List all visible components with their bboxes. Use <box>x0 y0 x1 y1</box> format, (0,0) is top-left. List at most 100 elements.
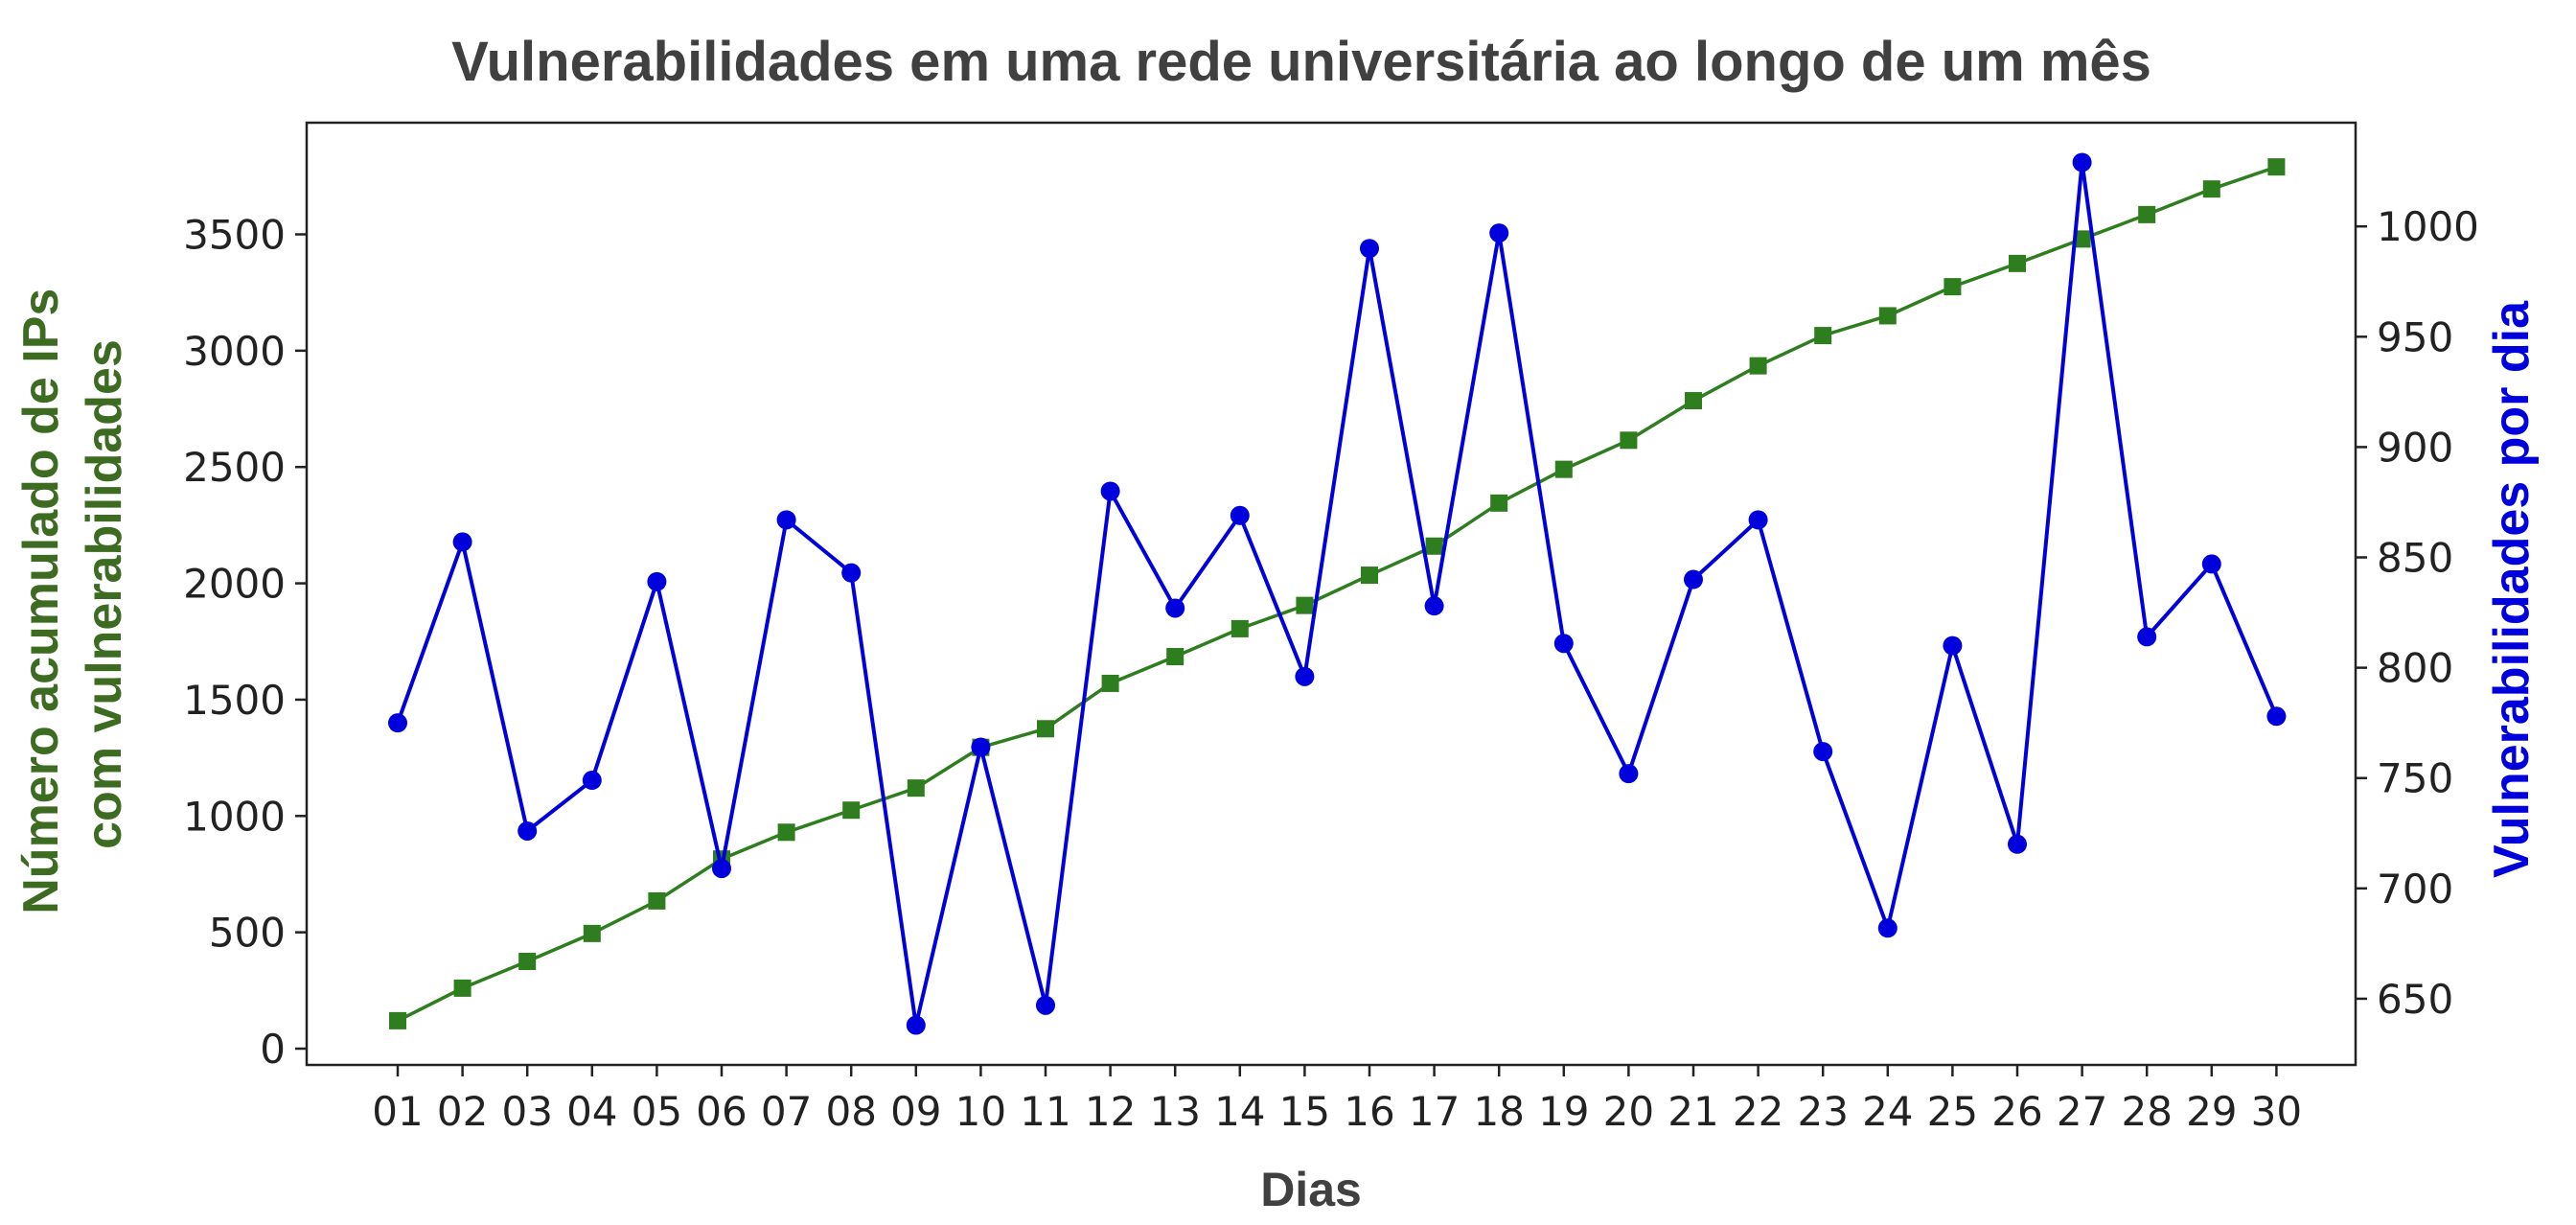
x-tick-label: 06 <box>696 1088 747 1135</box>
x-tick-label: 22 <box>1733 1088 1783 1135</box>
daily-vulnerabilities-point <box>776 510 796 530</box>
cumulative-ips-point <box>1620 431 1638 450</box>
cumulative-ips-point <box>1749 357 1767 375</box>
x-tick-label: 15 <box>1279 1088 1330 1135</box>
cumulative-ips-point <box>842 801 861 820</box>
x-tick-label: 19 <box>1538 1088 1589 1135</box>
series-layer <box>388 152 2287 1035</box>
daily-vulnerabilities-point <box>2266 706 2287 727</box>
daily-vulnerabilities-point <box>647 571 667 591</box>
cumulative-ips-point <box>777 823 795 842</box>
x-tick-label: 02 <box>437 1088 488 1135</box>
daily-vulnerabilities-point <box>1684 569 1703 589</box>
cumulative-ips-point <box>1296 596 1314 614</box>
daily-vulnerabilities-point <box>841 563 862 583</box>
x-axis-label: Dias <box>1260 1163 1362 1216</box>
daily-vulnerabilities-point <box>2008 834 2027 854</box>
cumulative-ips-point <box>583 924 601 942</box>
daily-vulnerabilities-point <box>1553 634 1574 654</box>
x-tick-label: 28 <box>2121 1088 2172 1135</box>
daily-vulnerabilities-point <box>452 532 472 552</box>
x-tick-label: 21 <box>1668 1088 1718 1135</box>
x-tick-label: 30 <box>2251 1088 2302 1135</box>
cumulative-ips-line <box>397 165 2277 1023</box>
cumulative-ips-point <box>518 952 537 970</box>
left-tick-label: 3000 <box>183 328 286 375</box>
daily-vulnerabilities-point <box>1489 223 1509 243</box>
left-tick-label: 2000 <box>183 561 286 608</box>
daily-vulnerabilities-point <box>582 771 602 791</box>
daily-vulnerabilities-point <box>1100 481 1120 501</box>
daily-vulnerabilities-point <box>2137 627 2157 647</box>
x-tick-label: 04 <box>566 1088 617 1135</box>
left-axis-label: Número acumulado de IPs com vulnerabilid… <box>13 274 132 914</box>
x-tick-label: 12 <box>1085 1088 1136 1135</box>
daily-vulnerabilities-point <box>1360 239 1379 259</box>
x-tick-label: 18 <box>1473 1088 1524 1135</box>
x-tick-label: 09 <box>890 1088 941 1135</box>
x-tick-label: 03 <box>501 1088 552 1135</box>
plot-frame <box>305 121 2358 1067</box>
daily-vulnerabilities-point <box>1943 636 1963 656</box>
x-tick-label: 10 <box>955 1088 1006 1135</box>
daily-vulnerabilities-point <box>712 859 731 879</box>
cumulative-ips-point <box>648 891 666 910</box>
cumulative-ips-point <box>2073 230 2091 248</box>
daily-vulnerabilities-point <box>1877 918 1898 938</box>
cumulative-ips-point <box>1490 494 1508 512</box>
left-axis-label-line-2: com vulnerabilidades <box>77 339 132 849</box>
right-tick-label: 950 <box>2377 313 2453 360</box>
cumulative-ips-point <box>2202 180 2220 198</box>
x-tick-label: 01 <box>372 1088 423 1135</box>
x-tick-label: 26 <box>1991 1088 2042 1135</box>
x-tick-label: 13 <box>1149 1088 1200 1135</box>
left-tick-label: 1000 <box>183 793 286 840</box>
daily-vulnerabilities-point <box>1036 995 1055 1015</box>
cumulative-ips-point <box>2009 254 2026 272</box>
x-tick-label: 25 <box>1927 1088 1978 1135</box>
right-tick-label: 1000 <box>2377 203 2479 250</box>
cumulative-ips-point <box>2138 205 2156 223</box>
daily-vulnerabilities-point <box>1230 505 1250 525</box>
left-tick-label: 3500 <box>183 212 286 259</box>
x-tick-label: 08 <box>825 1088 876 1135</box>
right-tick-label: 800 <box>2377 645 2453 692</box>
right-axis-label: Vulnerabilidades por dia <box>2484 300 2540 878</box>
x-tick-label: 11 <box>1020 1088 1070 1135</box>
x-tick-label: 05 <box>632 1088 682 1135</box>
cumulative-ips-point <box>1425 537 1443 555</box>
right-tick-label: 750 <box>2377 755 2453 802</box>
cumulative-ips-point <box>389 1011 406 1029</box>
daily-vulnerabilities-point <box>2201 554 2221 574</box>
right-axis: 650 700 750 800 850 900 950 1000 <box>2356 203 2479 1023</box>
cumulative-ips-point <box>1230 619 1249 637</box>
left-tick-label: 500 <box>209 910 286 957</box>
daily-vulnerabilities-point <box>1424 596 1444 616</box>
daily-vulnerabilities-point <box>971 737 991 757</box>
cumulative-ips-point <box>1814 327 1832 345</box>
daily-vulnerabilities-point <box>1619 764 1639 784</box>
left-tick-label: 2500 <box>183 444 286 491</box>
cumulative-ips-point <box>2267 158 2286 176</box>
x-tick-label: 14 <box>1214 1088 1265 1135</box>
x-tick-label: 23 <box>1797 1088 1848 1135</box>
cumulative-ips-point <box>1037 720 1054 738</box>
daily-vulnerabilities-line <box>396 162 2279 1027</box>
cumulative-ips-point <box>1554 460 1573 478</box>
cumulative-ips-point <box>907 779 925 797</box>
daily-vulnerabilities-point <box>388 713 407 733</box>
cumulative-ips-point <box>1101 674 1119 692</box>
left-tick-label: 0 <box>260 1026 286 1073</box>
x-tick-label: 07 <box>761 1088 812 1135</box>
right-tick-label: 850 <box>2377 535 2453 582</box>
x-tick-label: 27 <box>2057 1088 2107 1135</box>
left-axis: 0 500 1000 1500 2000 2500 3000 3500 <box>183 212 307 1073</box>
cumulative-ips-point <box>1878 307 1897 325</box>
cumulative-ips-point <box>1685 392 1702 410</box>
x-tick-label: 17 <box>1409 1088 1460 1135</box>
x-tick-label: 29 <box>2186 1088 2237 1135</box>
x-tick-label: 24 <box>1862 1088 1913 1135</box>
daily-vulnerabilities-point <box>1295 666 1315 686</box>
x-tick-label: 20 <box>1603 1088 1654 1135</box>
